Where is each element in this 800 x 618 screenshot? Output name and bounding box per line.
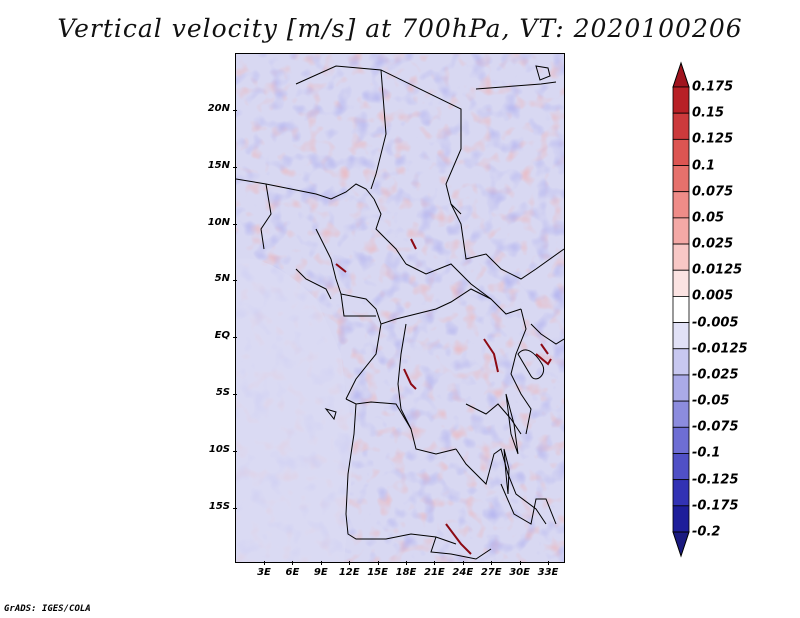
colorbar-segment (672, 217, 690, 245)
lon-label: 6E (285, 567, 300, 578)
lat-tick (233, 507, 237, 509)
colorbar-label: 0.025 (692, 236, 734, 252)
colorbar-segment (672, 296, 690, 323)
colorbar-segment (672, 348, 690, 376)
map-plot-area[interactable] (235, 53, 565, 563)
colorbar-label: -0.005 (692, 315, 739, 331)
lon-tick (519, 561, 521, 565)
lon-label: 18E (395, 567, 417, 578)
colorbar-label: 0.1 (692, 158, 716, 174)
lat-tick (233, 394, 237, 395)
lat-label: 10N (207, 216, 230, 228)
colorbar-segment (672, 165, 690, 193)
colorbar-label: 0.075 (692, 184, 734, 200)
colorbar-label: -0.1 (692, 445, 721, 461)
colorbar-segment (672, 243, 690, 271)
lon-label: 21E (424, 567, 445, 578)
lon-tick (377, 561, 379, 565)
colorbar-label: -0.0125 (692, 341, 748, 357)
colorbar-min-arrow (672, 531, 690, 558)
colorbar-label: 0.005 (692, 288, 734, 304)
colorbar-label: 0.05 (692, 210, 725, 226)
lat-tick (233, 337, 237, 339)
colorbar-segment (672, 426, 690, 454)
colorbar-segment (672, 269, 690, 297)
lon-label: 3E (257, 567, 271, 578)
grads-credit: GrADS: IGES/COLA (4, 604, 91, 614)
lat-label: 5S (215, 387, 230, 398)
lon-tick (292, 561, 294, 565)
colorbar-segment (672, 86, 690, 114)
lon-tick (548, 561, 549, 565)
lon-label: 27E (480, 567, 502, 578)
colorbar-label: -0.075 (692, 419, 739, 435)
velocity-field (236, 54, 564, 562)
lon-label: 15E (367, 567, 388, 578)
lat-label: 15S (208, 500, 230, 512)
lat-tick (233, 110, 237, 111)
colorbar-segment (672, 505, 690, 533)
colorbar-segment (672, 479, 690, 507)
lat-tick (233, 450, 237, 452)
lat-label: 15N (207, 159, 230, 171)
lon-label: 30E (509, 567, 530, 578)
lat-tick (233, 166, 237, 168)
lat-label: 20N (207, 103, 230, 114)
lon-label: 33E (537, 567, 559, 578)
map-title: Vertical velocity [m/s] at 700hPa, VT: 2… (57, 14, 743, 43)
colorbar-segment (672, 453, 690, 481)
colorbar-segment (672, 138, 690, 166)
lon-tick (264, 561, 265, 565)
colorbar-label: -0.125 (692, 472, 739, 488)
lon-label: 12E (338, 567, 360, 578)
lat-label: 5N (214, 273, 230, 285)
colorbar-label: -0.175 (692, 498, 739, 514)
lat-tick (233, 223, 237, 225)
lat-label: EQ (214, 330, 230, 342)
colorbar-label: -0.05 (692, 393, 730, 409)
lon-label: 9E (313, 567, 328, 578)
lat-tick (233, 280, 237, 282)
lon-label: 24E (452, 567, 474, 578)
colorbar-label: -0.025 (692, 367, 739, 383)
lon-tick (462, 561, 464, 565)
colorbar-label: 0.0125 (692, 262, 743, 278)
colorbar-segment (672, 191, 690, 219)
lat-label: 10S (208, 443, 230, 455)
colorbar-segment (672, 322, 690, 350)
colorbar-label: 0.125 (692, 131, 734, 147)
lon-tick (349, 561, 351, 565)
lon-tick (491, 561, 493, 565)
colorbar-segment (672, 400, 690, 428)
colorbar-segment (672, 374, 690, 402)
colorbar-label: -0.2 (692, 524, 721, 540)
colorbar-label: 0.175 (692, 79, 734, 95)
lon-tick (406, 561, 407, 565)
country-borders (236, 65, 564, 560)
colorbar-label: 0.15 (692, 105, 725, 121)
colorbar-segment (672, 112, 690, 140)
lon-tick (320, 561, 322, 565)
colorbar-max-arrow (672, 61, 690, 88)
lakes (324, 65, 551, 495)
strong-updraft-streaks (335, 238, 552, 555)
lon-tick (434, 561, 436, 565)
